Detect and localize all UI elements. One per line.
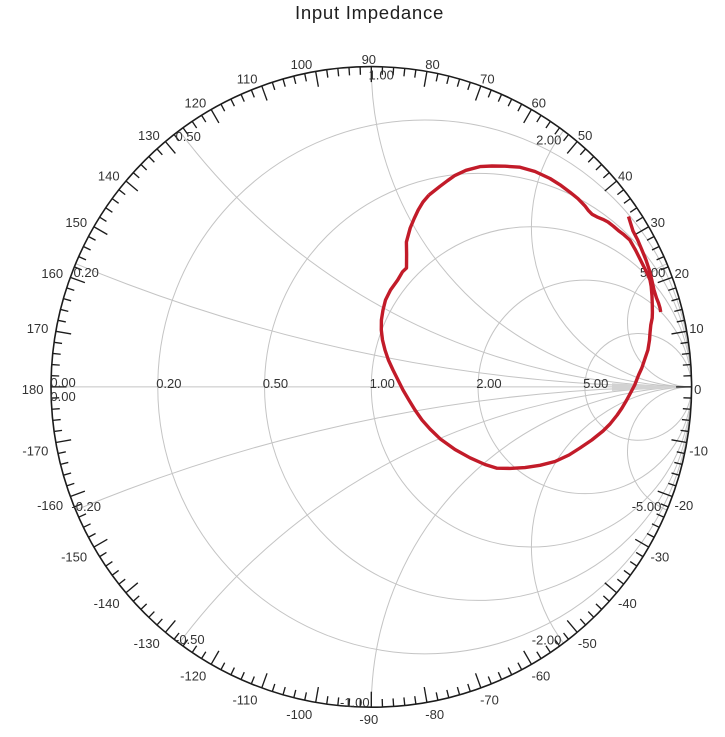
svg-text:-2.00: -2.00 (532, 633, 562, 648)
svg-text:-100: -100 (286, 707, 312, 722)
svg-text:-140: -140 (94, 596, 120, 611)
svg-text:50: 50 (578, 128, 592, 143)
svg-text:-50: -50 (578, 636, 597, 651)
svg-text:10: 10 (689, 321, 703, 336)
svg-text:5.00: 5.00 (583, 376, 608, 391)
svg-text:30: 30 (651, 215, 665, 230)
svg-text:0.50: 0.50 (176, 129, 201, 144)
svg-text:-170: -170 (22, 443, 48, 458)
svg-text:-160: -160 (37, 498, 63, 513)
svg-text:-120: -120 (180, 669, 206, 684)
svg-text:120: 120 (184, 96, 206, 111)
svg-text:2.00: 2.00 (476, 376, 501, 391)
svg-text:60: 60 (532, 96, 546, 111)
svg-text:1.00: 1.00 (370, 376, 395, 391)
svg-text:130: 130 (138, 128, 160, 143)
svg-text:100: 100 (291, 57, 313, 72)
svg-text:-130: -130 (134, 636, 160, 651)
svg-text:150: 150 (65, 215, 87, 230)
svg-text:20: 20 (675, 266, 689, 281)
svg-text:-70: -70 (480, 693, 499, 708)
svg-text:-110: -110 (232, 693, 257, 708)
svg-text:-30: -30 (651, 550, 670, 565)
svg-text:80: 80 (425, 57, 439, 72)
svg-text:-5.00: -5.00 (632, 499, 662, 514)
svg-text:0.20: 0.20 (74, 265, 99, 280)
svg-text:90: 90 (362, 52, 376, 67)
svg-text:1.00: 1.00 (369, 68, 394, 83)
svg-text:180: 180 (22, 382, 44, 397)
svg-text:0.00: 0.00 (50, 375, 75, 390)
svg-text:-20: -20 (675, 498, 694, 513)
svg-text:140: 140 (98, 168, 120, 183)
svg-text:-80: -80 (425, 707, 444, 722)
svg-text:-0.50: -0.50 (175, 632, 205, 647)
svg-text:170: 170 (27, 321, 49, 336)
svg-text:110: 110 (237, 72, 258, 87)
svg-text:0.00: 0.00 (50, 389, 75, 404)
svg-text:-1.00: -1.00 (340, 695, 370, 710)
svg-text:0.50: 0.50 (263, 376, 288, 391)
svg-text:0.20: 0.20 (156, 376, 181, 391)
svg-text:-90: -90 (359, 712, 378, 727)
svg-text:-150: -150 (61, 550, 87, 565)
svg-text:-10: -10 (689, 443, 708, 458)
svg-text:0: 0 (694, 382, 701, 397)
svg-text:-0.20: -0.20 (71, 499, 101, 514)
svg-text:160: 160 (41, 266, 63, 281)
svg-text:70: 70 (480, 72, 494, 87)
svg-text:2.00: 2.00 (536, 132, 561, 147)
svg-text:-60: -60 (532, 669, 551, 684)
svg-text:-40: -40 (618, 596, 637, 611)
svg-text:40: 40 (618, 168, 632, 183)
